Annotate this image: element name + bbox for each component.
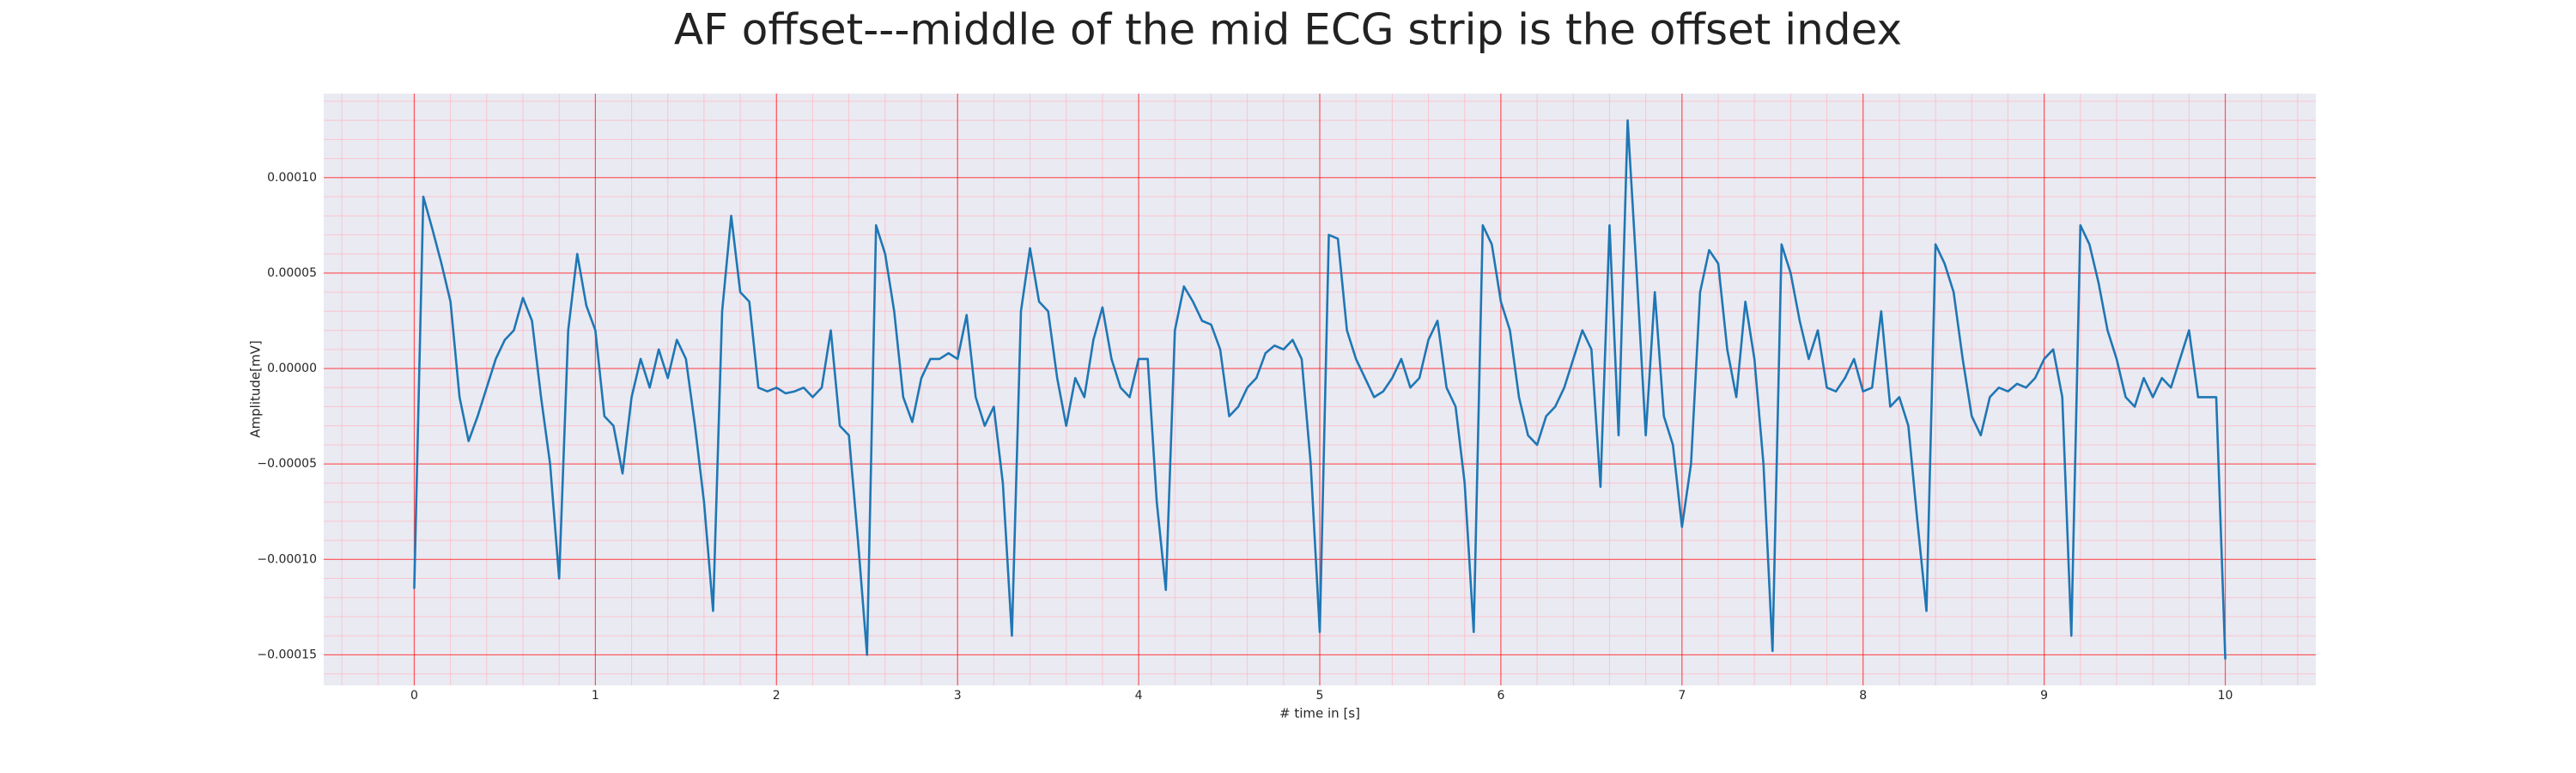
x-tick-label: 1 [592,689,599,703]
chart-title: AF offset---middle of the mid ECG strip … [674,5,1902,55]
y-tick-label: 0.00000 [267,362,317,375]
y-axis-label: Amplitude[mV] [248,340,264,437]
x-tick-label: 9 [2040,689,2048,703]
x-axis-label: # time in [s] [1279,706,1360,721]
y-tick-label: −0.00015 [257,648,317,661]
ecg-line [413,119,2227,660]
y-tick-label: −0.00005 [257,457,317,471]
x-tick-label: 6 [1497,689,1504,703]
x-tick-label: 0 [410,689,418,703]
x-tick-label: 3 [954,689,962,703]
y-tick-label: 0.00005 [267,266,317,280]
y-tick-label: −0.00010 [257,552,317,566]
x-tick-label: 8 [1859,689,1867,703]
x-tick-label: 4 [1135,689,1143,703]
plot-area [324,94,2316,685]
x-tick-label: 2 [773,689,781,703]
y-tick-label: 0.00010 [267,171,317,185]
x-tick-label: 10 [2218,689,2233,703]
x-tick-label: 7 [1678,689,1686,703]
x-tick-label: 5 [1316,689,1324,703]
